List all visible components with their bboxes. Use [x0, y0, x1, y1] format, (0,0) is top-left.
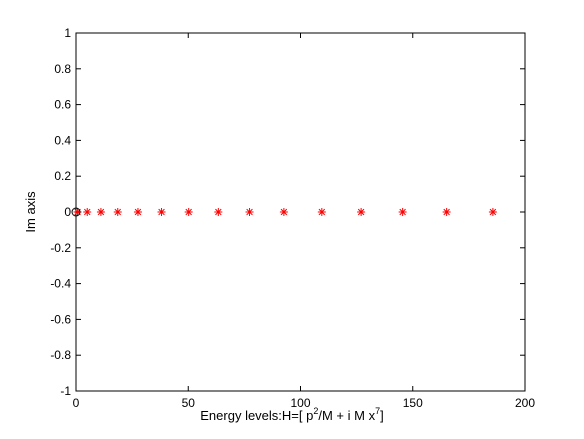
data-point-asterisk	[245, 208, 254, 216]
y-tick-label: 0.2	[54, 169, 71, 183]
y-tick-label: 0.4	[54, 133, 71, 147]
y-tick-label: -0.8	[50, 348, 71, 362]
data-point-asterisk	[214, 208, 223, 216]
y-tick-label: -1	[60, 384, 71, 398]
x-tick-label: 200	[515, 396, 535, 410]
ticks-layer: 0 50 100 150 200 1 0.8 0.6 0.4 0.2 0 -0.2 -0.4 -0.6 -0…	[50, 26, 535, 410]
data-point-asterisk	[133, 208, 142, 216]
x-tick-label: 0	[73, 396, 80, 410]
data-point-asterisk	[83, 208, 92, 216]
y-tick-label: -0.2	[50, 241, 71, 255]
data-point-asterisk	[357, 208, 366, 216]
y-tick-label: -0.6	[50, 312, 71, 326]
plot-area	[75, 32, 526, 392]
data-point-asterisk	[96, 208, 105, 216]
x-tick-label: 150	[403, 396, 423, 410]
data-point-asterisk	[442, 208, 451, 216]
data-point-asterisk	[398, 208, 407, 216]
y-tick-label: -0.4	[50, 277, 71, 291]
y-axis-label: Im axis	[23, 191, 38, 233]
data-point-asterisk	[488, 208, 497, 216]
data-point-circle	[71, 207, 81, 217]
x-tick-label: 100	[290, 396, 310, 410]
x-tick-label: 50	[182, 396, 196, 410]
data-point-asterisk	[184, 208, 193, 216]
y-tick-label: 0	[64, 205, 71, 219]
y-tick-label: 0.8	[54, 62, 71, 76]
y-tick-label: 1	[64, 26, 71, 40]
data-point-asterisk	[317, 208, 326, 216]
data-point-asterisk	[157, 208, 166, 216]
marks-layer	[71, 207, 497, 217]
data-point-asterisk	[279, 208, 288, 216]
data-point-asterisk	[113, 208, 122, 216]
y-tick-label: 0.6	[54, 98, 71, 112]
